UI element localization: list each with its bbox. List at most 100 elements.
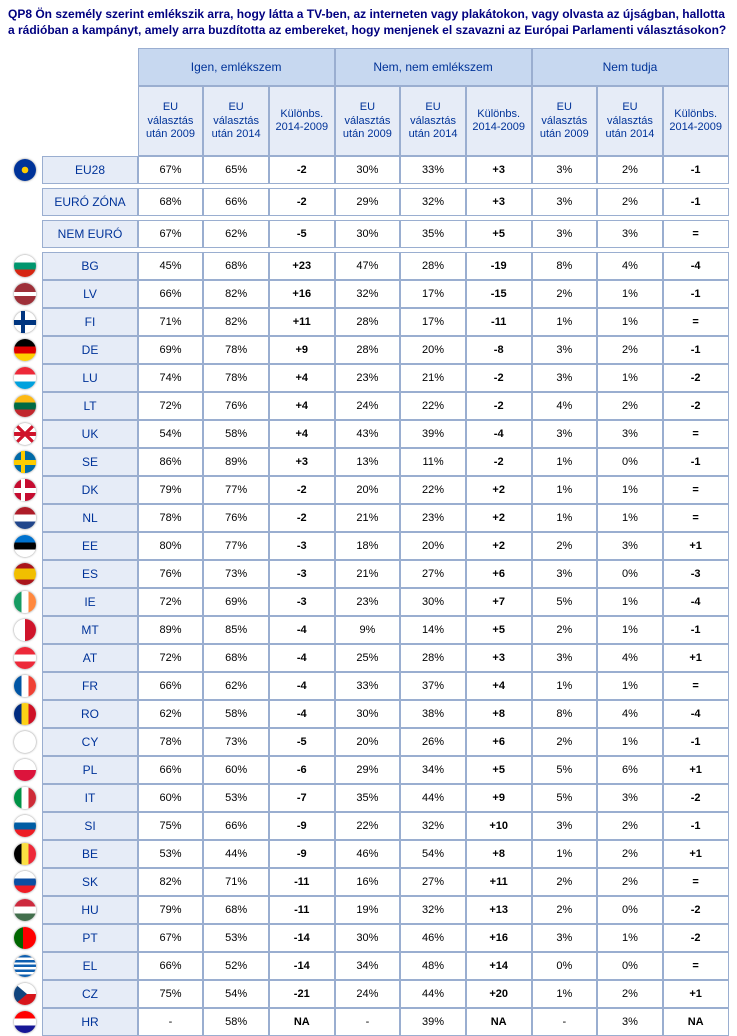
value-cell: 80% <box>138 532 204 560</box>
flag-cell <box>9 588 43 616</box>
diff-cell: -5 <box>269 220 335 248</box>
table-row: UK54%58%+443%39%-43%3%= <box>9 420 729 448</box>
diff-cell: -4 <box>269 644 335 672</box>
value-cell: 13% <box>335 448 401 476</box>
flag-icon <box>14 591 36 613</box>
value-cell: 69% <box>138 336 204 364</box>
diff-cell: +16 <box>269 280 335 308</box>
value-cell: 62% <box>138 700 204 728</box>
value-cell: 34% <box>335 952 401 980</box>
diff-cell: = <box>663 420 729 448</box>
flag-icon <box>14 675 36 697</box>
value-cell: 48% <box>400 952 466 980</box>
value-cell: 1% <box>597 476 663 504</box>
diff-cell: -3 <box>269 588 335 616</box>
flag-icon <box>14 535 36 557</box>
diff-cell: +3 <box>269 448 335 476</box>
value-cell: 54% <box>138 420 204 448</box>
value-cell: 2% <box>532 616 598 644</box>
row-label: PT <box>42 924 137 952</box>
value-cell: 9% <box>335 616 401 644</box>
value-cell: 3% <box>597 1008 663 1036</box>
diff-cell: -2 <box>269 476 335 504</box>
flag-icon <box>14 395 36 417</box>
flag-icon <box>14 843 36 865</box>
flag-cell <box>9 644 43 672</box>
row-label: FR <box>42 672 137 700</box>
flag-icon <box>14 787 36 809</box>
flag-icon <box>14 311 36 333</box>
value-cell: 2% <box>597 812 663 840</box>
value-cell: 22% <box>400 476 466 504</box>
diff-cell: = <box>663 476 729 504</box>
group-header: Nem tudja <box>532 48 729 86</box>
value-cell: 77% <box>203 532 269 560</box>
flag-icon <box>14 619 36 641</box>
value-cell: 30% <box>400 588 466 616</box>
diff-cell: -1 <box>663 448 729 476</box>
value-cell: 82% <box>138 868 204 896</box>
diff-cell: +11 <box>466 868 532 896</box>
flag-cell <box>9 728 43 756</box>
flag-icon <box>14 871 36 893</box>
table-row: AT72%68%-425%28%+33%4%+1 <box>9 644 729 672</box>
diff-cell: -4 <box>269 672 335 700</box>
diff-cell: +23 <box>269 252 335 280</box>
row-label: SI <box>42 812 137 840</box>
diff-cell: -4 <box>466 420 532 448</box>
diff-cell: = <box>663 952 729 980</box>
value-cell: 28% <box>335 336 401 364</box>
value-cell: 3% <box>532 336 598 364</box>
value-cell: 1% <box>532 980 598 1008</box>
value-cell: 23% <box>335 364 401 392</box>
diff-cell: -9 <box>269 840 335 868</box>
flag-icon <box>14 339 36 361</box>
row-label: HU <box>42 896 137 924</box>
diff-cell: +3 <box>466 156 532 184</box>
value-cell: 3% <box>597 420 663 448</box>
value-cell: 32% <box>400 896 466 924</box>
row-label: NL <box>42 504 137 532</box>
diff-cell: -2 <box>466 448 532 476</box>
flag-icon <box>14 759 36 781</box>
sub-header: Különbs. 2014-2009 <box>269 86 335 156</box>
diff-cell: +6 <box>466 560 532 588</box>
value-cell: 89% <box>138 616 204 644</box>
diff-cell: +3 <box>466 644 532 672</box>
diff-cell: -4 <box>269 616 335 644</box>
flag-cell <box>9 252 43 280</box>
table-row: FI71%82%+1128%17%-111%1%= <box>9 308 729 336</box>
value-cell: 30% <box>335 156 401 184</box>
flag-cell <box>9 616 43 644</box>
value-cell: 44% <box>203 840 269 868</box>
value-cell: 78% <box>203 336 269 364</box>
diff-cell: NA <box>663 1008 729 1036</box>
flag-cell <box>9 980 43 1008</box>
value-cell: 27% <box>400 560 466 588</box>
table-row: DE69%78%+928%20%-83%2%-1 <box>9 336 729 364</box>
value-cell: 78% <box>138 728 204 756</box>
data-table: Igen, emlékszem Nem, nem emlékszem Nem t… <box>9 48 729 1036</box>
value-cell: 16% <box>335 868 401 896</box>
diff-cell: -3 <box>663 560 729 588</box>
diff-cell: -4 <box>663 252 729 280</box>
value-cell: 76% <box>138 560 204 588</box>
diff-cell: +5 <box>466 756 532 784</box>
flag-icon <box>14 647 36 669</box>
value-cell: 21% <box>335 504 401 532</box>
value-cell: 28% <box>400 644 466 672</box>
flag-cell <box>9 504 43 532</box>
row-label: NEM EURÓ <box>42 220 137 248</box>
value-cell: 33% <box>400 156 466 184</box>
value-cell: 66% <box>138 756 204 784</box>
sub-header: Különbs. 2014-2009 <box>663 86 729 156</box>
row-label: CZ <box>42 980 137 1008</box>
value-cell: 62% <box>203 672 269 700</box>
value-cell: 28% <box>335 308 401 336</box>
diff-cell: +8 <box>466 700 532 728</box>
diff-cell: +5 <box>466 220 532 248</box>
diff-cell: -2 <box>466 392 532 420</box>
diff-cell: +8 <box>466 840 532 868</box>
table-row: SK82%71%-1116%27%+112%2%= <box>9 868 729 896</box>
value-cell: 20% <box>400 336 466 364</box>
